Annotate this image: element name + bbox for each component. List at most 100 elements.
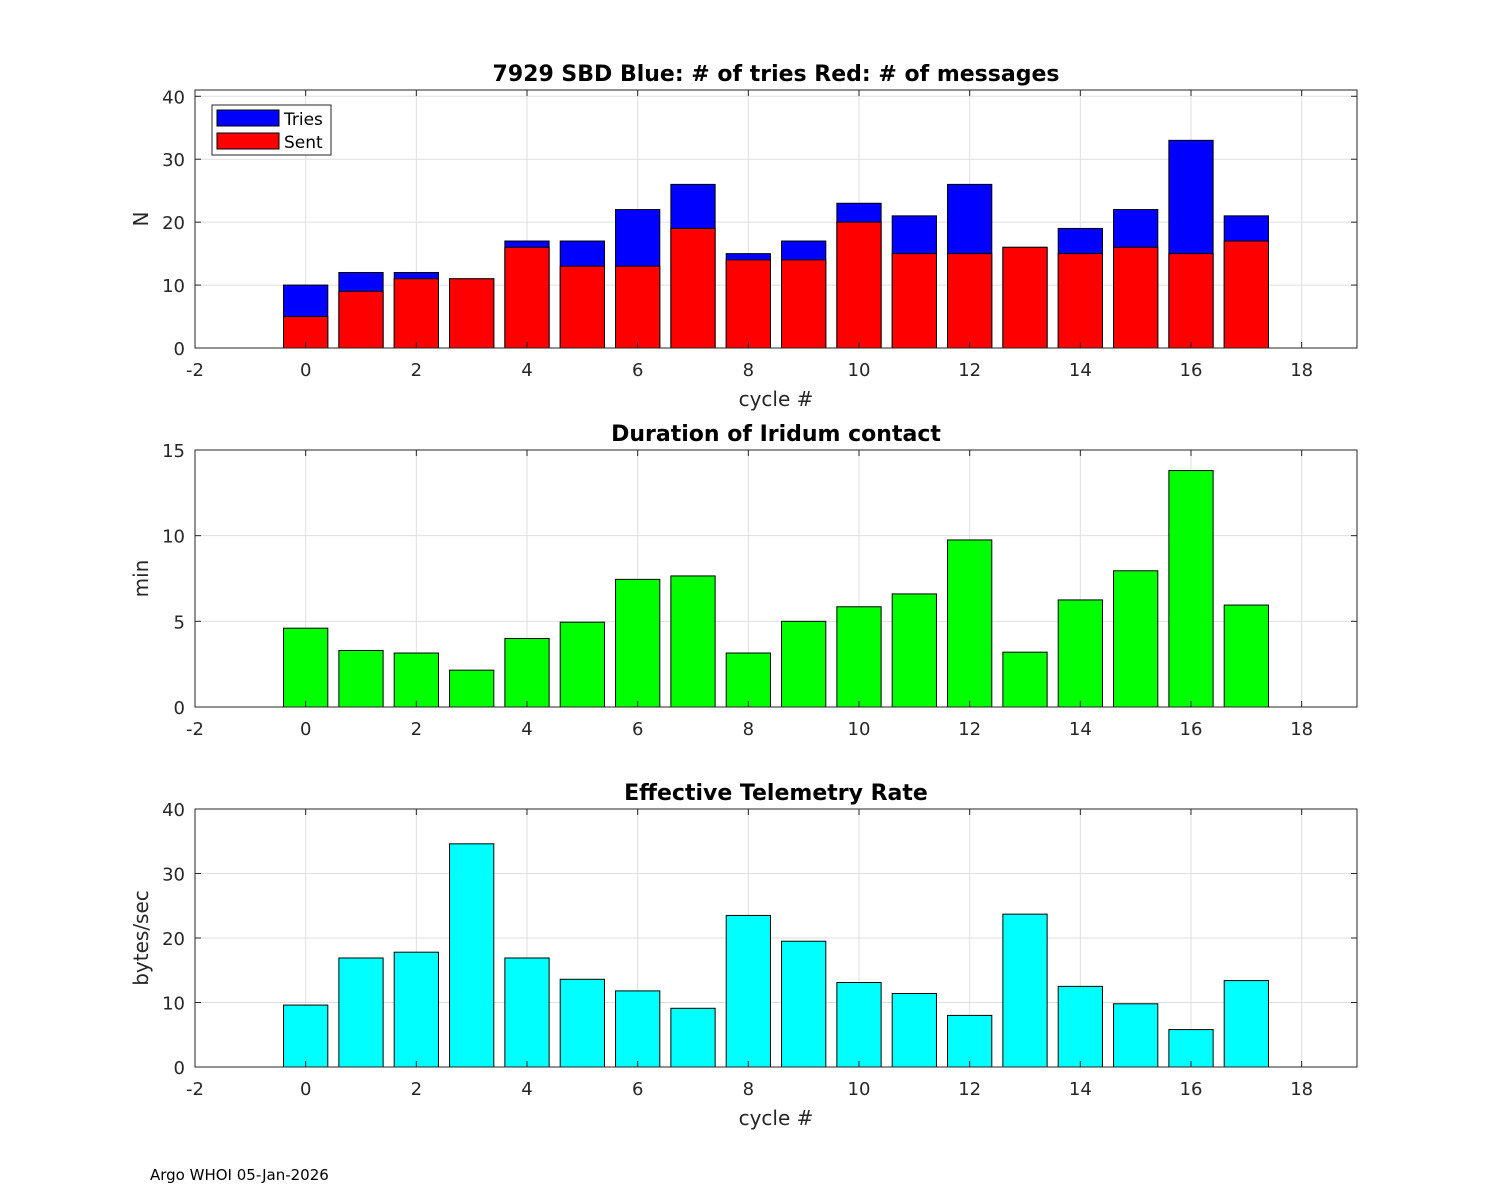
bar-rate-cycle-17 xyxy=(1223,980,1269,1068)
bar-duration-cycle-9 xyxy=(781,620,827,708)
bar-duration-cycle-3 xyxy=(449,669,495,708)
x-tick-label: 2 xyxy=(411,360,422,381)
bar-duration-cycle-7 xyxy=(670,575,716,708)
bar-rate-cycle-9 xyxy=(781,940,827,1068)
chart-title: 7929 SBD Blue: # of tries Red: # of mess… xyxy=(493,62,1060,87)
bar-rate-cycle-1 xyxy=(338,957,384,1068)
bar-duration-cycle-1 xyxy=(338,649,384,708)
bar-duration-cycle-5 xyxy=(559,621,605,708)
legend-label-tries: Tries xyxy=(283,110,323,130)
bar-sent-cycle-14 xyxy=(1057,253,1103,349)
x-tick-label: 4 xyxy=(521,719,532,740)
bar-sent-cycle-17 xyxy=(1223,240,1269,349)
y-tick-label: 30 xyxy=(162,865,185,886)
x-tick-label: 10 xyxy=(848,719,871,740)
x-tick-label: 16 xyxy=(1180,1079,1203,1100)
x-tick-label: 4 xyxy=(521,360,532,381)
x-tick-label: 0 xyxy=(300,719,311,740)
bar-rate-cycle-16 xyxy=(1168,1029,1214,1068)
bar-sent-cycle-5 xyxy=(559,265,605,349)
x-tick-label: 2 xyxy=(411,719,422,740)
bar-rate-cycle-5 xyxy=(559,978,605,1068)
x-tick-label: 2 xyxy=(411,1079,422,1100)
bar-duration-cycle-15 xyxy=(1113,570,1159,708)
bar-duration-cycle-4 xyxy=(504,637,550,708)
bar-rate-cycle-2 xyxy=(393,951,439,1068)
bar-rate-cycle-15 xyxy=(1113,1003,1159,1068)
x-tick-label: 10 xyxy=(848,360,871,381)
x-tick-label: 8 xyxy=(743,719,754,740)
axes-frame xyxy=(194,449,1358,708)
bar-duration-cycle-0 xyxy=(283,627,329,708)
axes-frame xyxy=(194,89,1358,349)
chart-title: Effective Telemetry Rate xyxy=(624,781,928,806)
bar-sent-cycle-11 xyxy=(891,253,937,349)
x-tick-label: 16 xyxy=(1180,719,1203,740)
x-tick-label: 8 xyxy=(743,1079,754,1100)
x-tick-label: 6 xyxy=(632,1079,643,1100)
bar-duration-cycle-2 xyxy=(393,652,439,708)
chart-title: Duration of Iridum contact xyxy=(611,422,941,447)
y-tick-label: 0 xyxy=(174,698,185,719)
bar-sent-cycle-12 xyxy=(947,253,993,349)
bar-rate-cycle-7 xyxy=(670,1007,716,1068)
bar-sent-cycle-10 xyxy=(836,221,882,349)
bar-duration-cycle-12 xyxy=(947,539,993,708)
y-tick-label: 15 xyxy=(162,441,185,462)
bar-sent-cycle-8 xyxy=(725,259,771,349)
bar-rate-cycle-14 xyxy=(1057,985,1103,1068)
bar-duration-cycle-16 xyxy=(1168,470,1214,708)
x-tick-label: 0 xyxy=(300,1079,311,1100)
legend-swatch-tries xyxy=(216,109,280,127)
bar-duration-cycle-6 xyxy=(615,578,661,708)
x-tick-label: 6 xyxy=(632,719,643,740)
bars xyxy=(283,843,1269,1068)
x-tick-label: 18 xyxy=(1290,719,1313,740)
x-tick-label: 14 xyxy=(1069,360,1092,381)
x-tick-label: -2 xyxy=(186,719,204,740)
bar-rate-cycle-8 xyxy=(725,914,771,1068)
x-tick-label: 16 xyxy=(1180,360,1203,381)
bar-rate-cycle-13 xyxy=(1002,913,1048,1068)
y-axis-label: bytes/sec xyxy=(129,890,153,986)
x-tick-label: 4 xyxy=(521,1079,532,1100)
x-tick-label: 10 xyxy=(848,1079,871,1100)
y-tick-label: 20 xyxy=(162,929,185,950)
y-tick-label: 10 xyxy=(162,994,185,1015)
y-tick-label: 40 xyxy=(162,87,185,108)
x-axis-label: cycle # xyxy=(739,387,814,411)
y-tick-label: 40 xyxy=(162,800,185,821)
x-tick-label: 12 xyxy=(958,719,981,740)
x-tick-label: 12 xyxy=(958,1079,981,1100)
bar-rate-cycle-6 xyxy=(615,990,661,1068)
bar-rate-cycle-10 xyxy=(836,982,882,1068)
x-axis-label: cycle # xyxy=(739,1106,814,1130)
x-tick-label: -2 xyxy=(186,360,204,381)
bar-duration-cycle-11 xyxy=(891,593,937,708)
bar-sent-cycle-15 xyxy=(1113,246,1159,349)
bar-sent-cycle-4 xyxy=(504,246,550,349)
x-tick-label: 6 xyxy=(632,360,643,381)
bars xyxy=(283,139,1269,349)
bar-sent-cycle-13 xyxy=(1002,246,1048,349)
bar-rate-cycle-3 xyxy=(449,843,495,1068)
bar-duration-cycle-14 xyxy=(1057,599,1103,708)
bar-sent-cycle-3 xyxy=(449,278,495,349)
legend: Tries Sent xyxy=(211,104,332,156)
bars xyxy=(283,470,1269,708)
bar-rate-cycle-4 xyxy=(504,957,550,1068)
bar-sent-cycle-16 xyxy=(1168,253,1214,349)
y-tick-label: 10 xyxy=(162,276,185,297)
y-tick-label: 0 xyxy=(174,1058,185,1079)
y-tick-label: 30 xyxy=(162,150,185,171)
y-tick-label: 5 xyxy=(174,612,185,633)
bar-duration-cycle-13 xyxy=(1002,651,1048,708)
plot-area xyxy=(195,90,1357,348)
bar-rate-cycle-11 xyxy=(891,992,937,1068)
